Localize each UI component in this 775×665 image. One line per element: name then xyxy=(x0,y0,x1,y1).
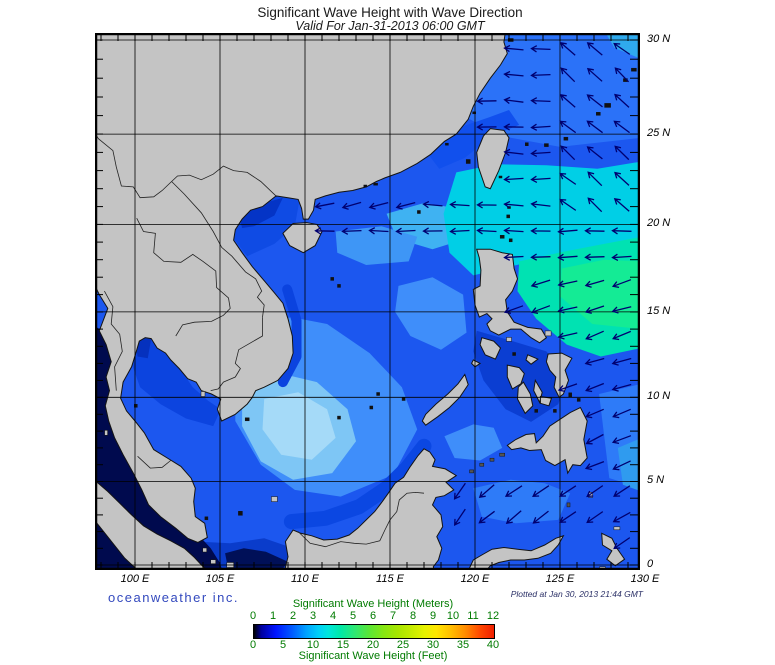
lat-label-15: 15 N xyxy=(647,304,671,317)
meters-tick-1: 1 xyxy=(269,610,277,622)
wave-arrows xyxy=(314,41,632,550)
lon-label-130: 130 E xyxy=(630,573,660,585)
feet-tick-25: 25 xyxy=(396,639,410,651)
meters-tick-2: 2 xyxy=(289,610,297,622)
meters-tick-6: 6 xyxy=(369,610,377,622)
meters-tick-5: 5 xyxy=(349,610,357,622)
lat-label-10: 10 N xyxy=(647,390,671,403)
lat-label-0: 0 xyxy=(647,558,654,570)
plotted-timestamp: Plotted at Jan 30, 2013 21:44 GMT xyxy=(510,589,643,599)
feet-tick-35: 35 xyxy=(456,639,470,651)
map-frame xyxy=(94,32,641,571)
lon-label-110: 110 E xyxy=(291,573,319,585)
map-canvas xyxy=(92,29,642,572)
meters-tick-12: 12 xyxy=(486,610,500,622)
feet-tick-30: 30 xyxy=(426,639,440,651)
chart-subtitle: Valid For Jan-31-2013 06:00 GMT xyxy=(295,19,485,33)
feet-tick-0: 0 xyxy=(249,639,257,651)
chart-title: Significant Wave Height with Wave Direct… xyxy=(257,5,523,20)
lat-label-30: 30 N xyxy=(647,33,671,46)
meters-tick-7: 7 xyxy=(389,610,397,622)
lat-label-5: 5 N xyxy=(647,474,665,487)
feet-tick-10: 10 xyxy=(306,639,320,651)
colorbar-title-meters: Significant Wave Height (Meters) xyxy=(292,598,454,610)
lat-label-20: 20 N xyxy=(647,217,671,230)
colorbar-title-feet: Significant Wave Height (Feet) xyxy=(298,650,448,662)
oceanweather-brand: oceanweather inc. xyxy=(108,590,240,605)
colorbar xyxy=(253,624,495,639)
meters-tick-10: 10 xyxy=(446,610,460,622)
lon-label-125: 125 E xyxy=(545,573,575,585)
meters-tick-3: 3 xyxy=(309,610,317,622)
feet-tick-40: 40 xyxy=(486,639,500,651)
meters-tick-9: 9 xyxy=(429,610,437,622)
feet-tick-15: 15 xyxy=(336,639,350,651)
lon-label-115: 115 E xyxy=(376,573,404,585)
meters-tick-0: 0 xyxy=(249,610,257,622)
meters-tick-4: 4 xyxy=(329,610,337,622)
lon-label-100: 100 E xyxy=(120,573,150,585)
map-svg xyxy=(92,29,642,572)
lat-label-25: 25 N xyxy=(647,127,671,140)
meters-tick-11: 11 xyxy=(467,610,479,622)
feet-tick-20: 20 xyxy=(366,639,380,651)
lon-label-120: 120 E xyxy=(460,573,490,585)
lon-label-105: 105 E xyxy=(205,573,235,585)
feet-tick-5: 5 xyxy=(279,639,287,651)
meters-tick-8: 8 xyxy=(409,610,417,622)
land-layer xyxy=(93,29,626,572)
